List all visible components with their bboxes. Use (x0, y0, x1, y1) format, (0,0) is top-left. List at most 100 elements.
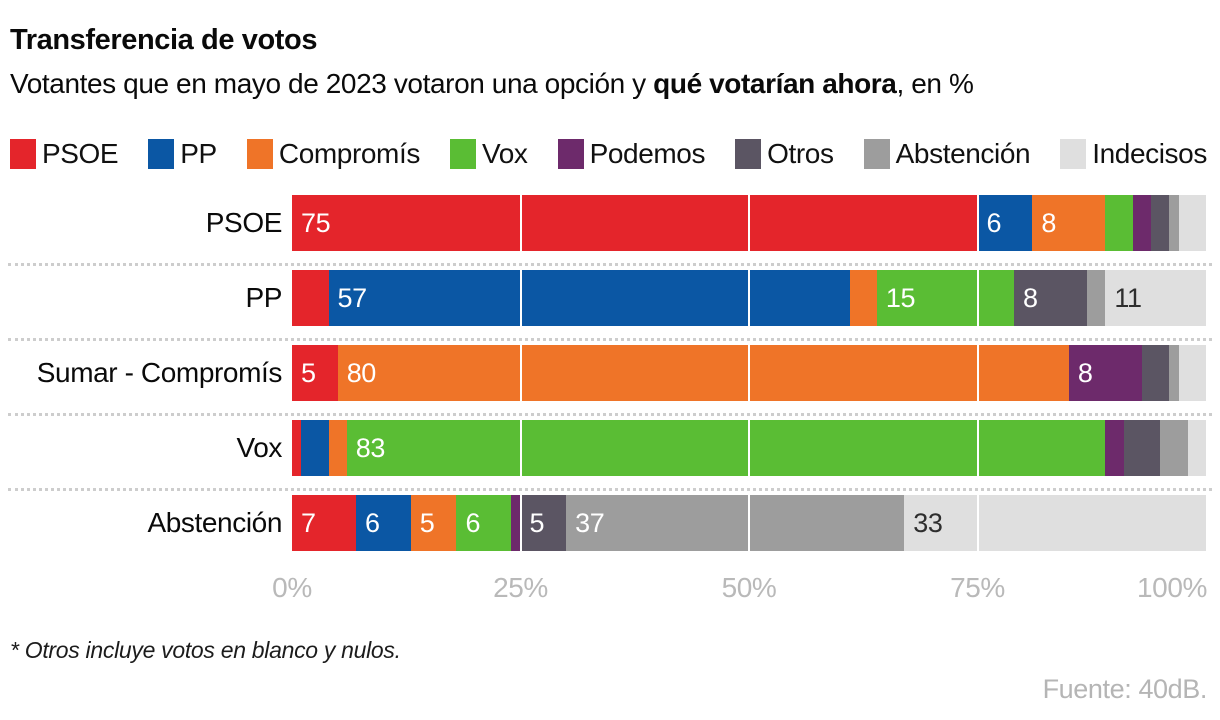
legend-label: Compromís (278, 138, 420, 169)
bar-segment-Vox (1105, 195, 1133, 251)
gridline-50 (748, 195, 750, 251)
bar-row: Vox 83 (0, 420, 1220, 495)
bar-row: PSOE 75 6 8 (0, 195, 1220, 270)
gridline-75 (976, 495, 979, 551)
bar-segment-Podemos (1105, 420, 1124, 476)
bar-segment-Abstención (1169, 345, 1179, 401)
gridline-50 (748, 270, 750, 326)
bar-segment-Indecisos: 11 (1105, 270, 1206, 326)
legend-item-PP: PP (148, 138, 217, 170)
legend-swatch-icon (10, 139, 36, 169)
bar-segment-Compromís (328, 420, 347, 476)
chart-subtitle: Votantes que en mayo de 2023 votaron una… (10, 68, 974, 100)
gridline-25 (519, 495, 522, 551)
gridline-25 (519, 420, 522, 476)
x-axis-tick-75%: 75% (950, 572, 1005, 603)
row-label: PSOE (205, 207, 283, 238)
gridline-25 (519, 195, 522, 251)
bar-segment-PSOE: 75 (292, 195, 978, 251)
row-label: Sumar - Compromís (36, 357, 283, 388)
bar-segment-Compromís: 8 (1032, 195, 1106, 251)
gridline-75 (976, 345, 979, 401)
legend-label: Otros (767, 138, 834, 169)
gridline-25 (519, 345, 522, 401)
segment-value-label: 7 (301, 507, 316, 538)
bar-segment-PP: 6 (977, 195, 1033, 251)
bar-segment-Abstención (1169, 195, 1179, 251)
row-divider (8, 338, 1212, 341)
segment-value-label: 6 (465, 507, 481, 538)
segment-value-label: 6 (364, 507, 380, 538)
x-axis-tick-0%: 0% (272, 572, 312, 603)
bar-track: 5 80 8 (292, 345, 1206, 401)
bar-segment-Compromís: 80 (337, 345, 1069, 401)
bar-segment-Indecisos (1187, 420, 1206, 476)
bar-segment-PSOE: 5 (292, 345, 338, 401)
segment-value-label: 5 (301, 357, 316, 388)
legend-swatch-icon (557, 139, 584, 169)
bar-segment-Otros: 8 (1014, 270, 1088, 326)
bar-segment-PP: 6 (355, 495, 411, 551)
bar-segment-Indecisos (1178, 345, 1206, 401)
legend-swatch-icon (863, 139, 890, 169)
segment-value-label: 8 (1023, 282, 1038, 313)
bar-segment-Compromís (849, 270, 877, 326)
gridline-75 (976, 270, 979, 326)
row-divider (8, 413, 1212, 416)
bar-segment-Abstención (1160, 420, 1188, 476)
segment-value-label: 33 (913, 507, 943, 538)
legend-label: Indecisos (1092, 138, 1207, 169)
legend-item-Compromís: Compromís (246, 138, 420, 170)
x-axis-tick-50%: 50% (721, 572, 777, 603)
bar-row: Sumar - Compromís 5 80 8 (0, 345, 1220, 420)
chart-legend: PSOE PP Compromís Vox Podemos Otros Abstención… (10, 138, 1207, 170)
bar-segment-PSOE: 7 (292, 495, 356, 551)
x-axis-tick-100%: 100% (1136, 572, 1207, 603)
bar-segment-Vox: 6 (456, 495, 512, 551)
x-axis-tick-25%: 25% (493, 572, 548, 603)
gridline-25 (519, 270, 522, 326)
bar-row: Abstención 7 6 5 6 5 37 33 (0, 495, 1220, 570)
segment-value-label: 8 (1041, 207, 1056, 238)
row-label: Abstención (147, 507, 282, 538)
legend-item-Otros: Otros (735, 138, 834, 170)
bar-segment-Vox: 15 (876, 270, 1015, 326)
bar-segment-PSOE (292, 420, 302, 476)
x-axis: 0% 25% 50% 75% 100% (0, 572, 1220, 604)
legend-swatch-icon (148, 139, 175, 169)
bar-segment-Indecisos (1178, 195, 1206, 251)
bar-track: 75 6 8 (292, 195, 1206, 251)
legend-item-Indecisos: Indecisos (1060, 138, 1207, 170)
bar-segment-Abstención: 37 (566, 495, 905, 551)
segment-value-label: 57 (337, 282, 368, 313)
row-divider (8, 263, 1212, 266)
bar-segment-Otros (1151, 195, 1170, 251)
legend-swatch-icon (735, 139, 762, 169)
chart-title: Transferencia de votos (10, 24, 318, 56)
segment-value-label: 8 (1077, 357, 1093, 388)
gridline-75 (976, 420, 979, 476)
bar-segment-PP (301, 420, 329, 476)
bar-track: 7 6 5 6 5 37 33 (292, 495, 1206, 551)
segment-value-label: 75 (301, 207, 331, 238)
bar-segment-Abstención (1087, 270, 1106, 326)
segment-value-label: 6 (986, 207, 1002, 238)
bar-track: 57 15 8 11 (292, 270, 1206, 326)
bar-segment-Podemos (511, 495, 521, 551)
gridline-75 (976, 195, 979, 251)
row-label: Vox (236, 432, 282, 463)
legend-swatch-icon (450, 139, 477, 169)
legend-item-Podemos: Podemos (557, 138, 706, 170)
bar-segment-Otros: 5 (520, 495, 567, 551)
gridline-50 (748, 345, 750, 401)
legend-swatch-icon (1060, 139, 1087, 169)
legend-label: Podemos (589, 138, 706, 169)
bar-segment-PP: 57 (328, 270, 850, 326)
subtitle-text: Votantes que en mayo de 2023 votaron una… (10, 68, 654, 99)
row-divider (8, 488, 1212, 491)
subtitle-suffix: , en % (896, 68, 974, 99)
bar-segment-Otros (1123, 420, 1161, 476)
legend-label: PSOE (42, 138, 119, 169)
bar-segment-Podemos (1132, 195, 1152, 251)
segment-value-label: 5 (529, 507, 545, 538)
